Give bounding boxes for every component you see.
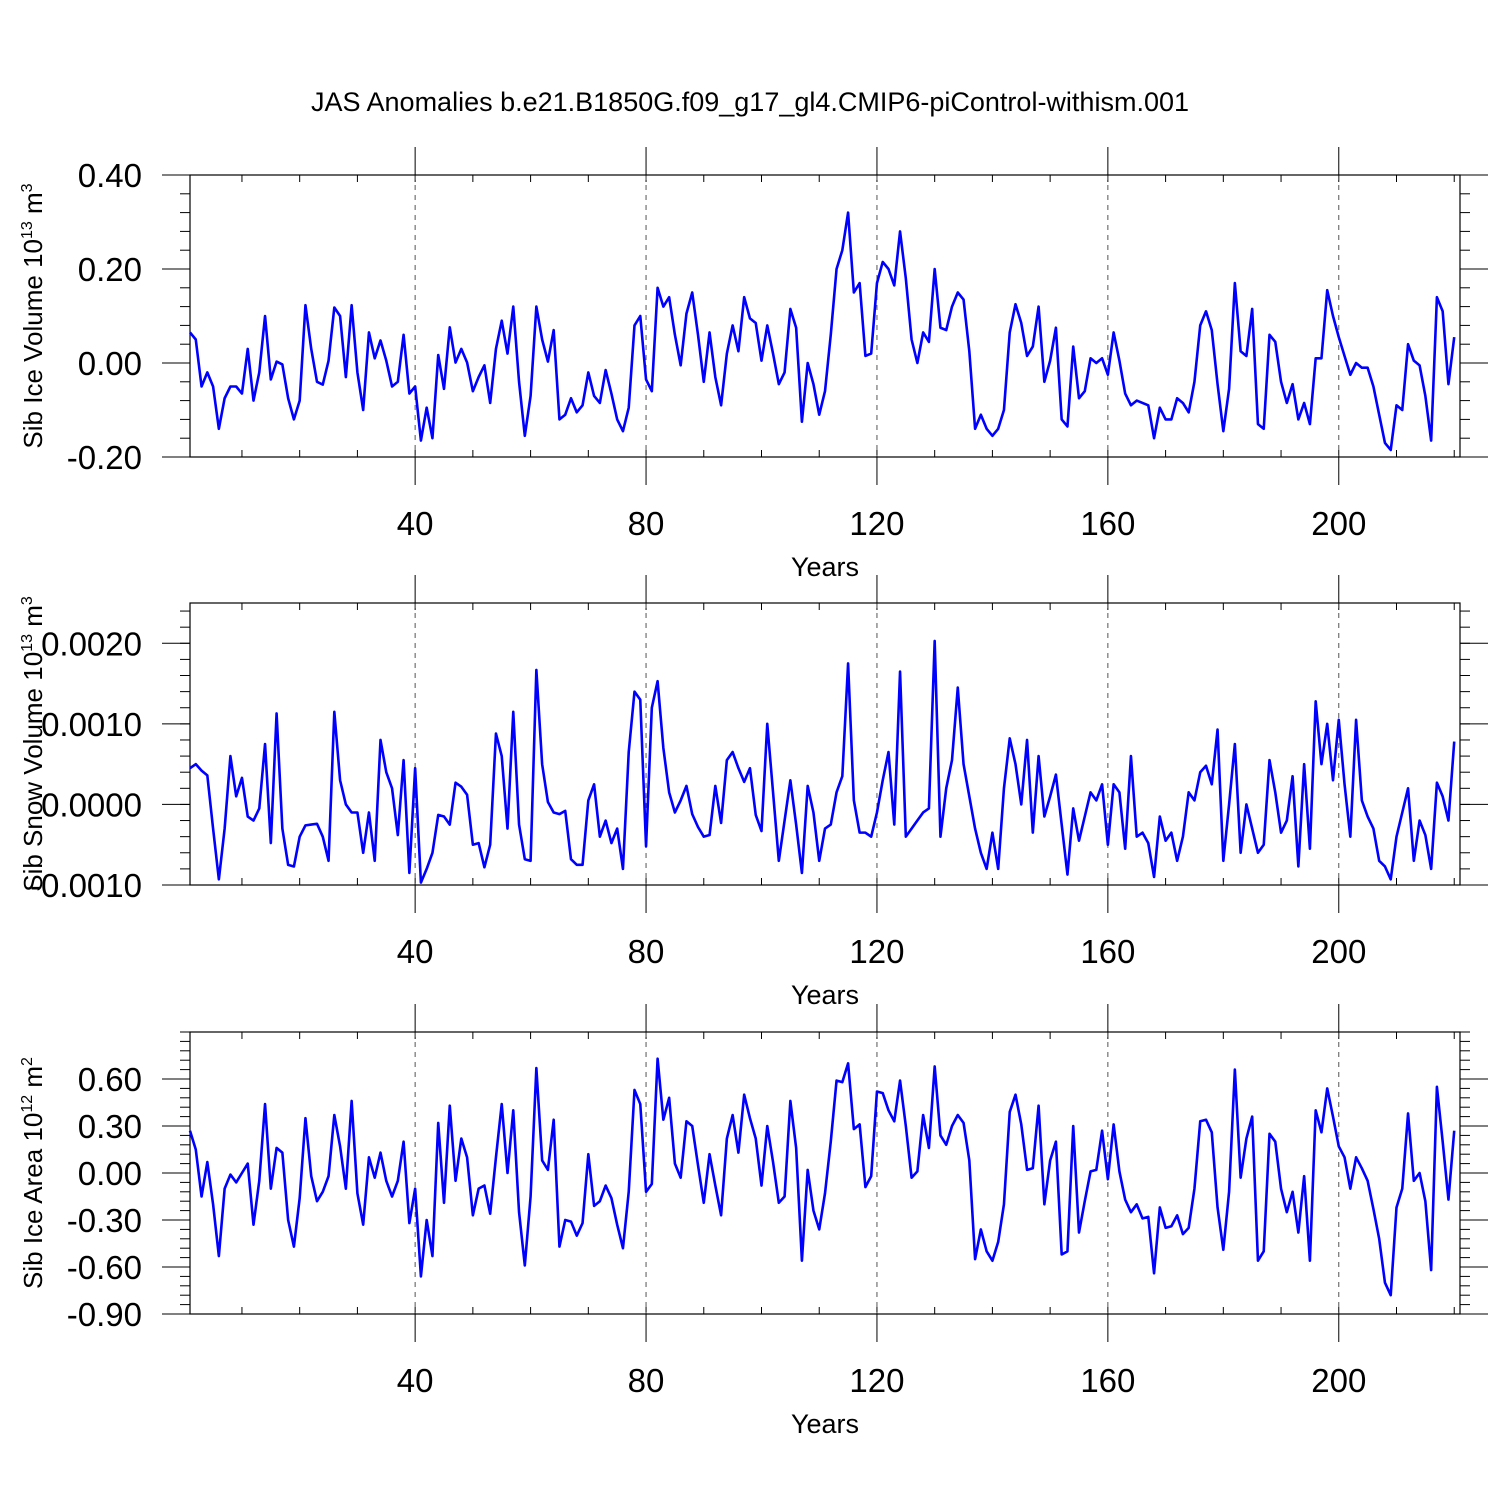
y-tick-label: -0.60 <box>67 1249 142 1286</box>
y-axis-label-text: m <box>18 1066 48 1095</box>
y-tick-label: 0.40 <box>78 157 142 194</box>
y-axis-label: Sib Snow Volume 1013 m3 <box>18 596 48 892</box>
y-tick-label: -0.90 <box>67 1296 142 1333</box>
y-axis-label-text: m <box>18 192 48 221</box>
ice-volume-panel: 40 80 120 160 200 -0.20 0.00 0.20 0.40 Years Sib I… <box>18 147 1488 582</box>
y-tick-label: 0.30 <box>78 1108 142 1145</box>
y-tick-label: 0.0020 <box>41 625 142 662</box>
plot-frame <box>189 174 1461 458</box>
x-tick-label: 80 <box>628 1362 665 1399</box>
x-tick-label: 200 <box>1311 505 1366 542</box>
x-tick-label: 40 <box>397 505 434 542</box>
y-tick-label: -0.30 <box>67 1202 142 1239</box>
x-tick-label: 40 <box>397 933 434 970</box>
y-axis-label-exponent: 12 <box>19 1095 36 1113</box>
x-tick-label: 160 <box>1080 933 1135 970</box>
y-axis-label-text: m <box>18 605 48 634</box>
y-axis-label-text: Sib Snow Volume 10 <box>18 652 48 892</box>
x-tick-label: 160 <box>1080 1362 1135 1399</box>
snow-volume-panel: 40 80 120 160 200 -0.0010 0.0000 0.0010 0.0020 Ye… <box>18 575 1488 1010</box>
y-tick-label: 0.0010 <box>41 706 142 743</box>
y-tick-label: 0.20 <box>78 251 142 288</box>
x-tick-label: 160 <box>1080 505 1135 542</box>
y-axis-label-exponent: 3 <box>19 183 36 192</box>
x-tick-label: 40 <box>397 1362 434 1399</box>
y-axis-label-exponent: 2 <box>19 1057 36 1066</box>
y-axis-label-exponent: 13 <box>19 221 36 239</box>
ice-area-panel: 40 80 120 160 200 -0.90 -0.60 -0.30 0.00 0.30 0.60… <box>18 1004 1488 1439</box>
x-tick-label: 120 <box>849 1362 904 1399</box>
series-line <box>188 211 1456 452</box>
y-tick-label: 0.00 <box>78 345 142 382</box>
x-tick-label: 200 <box>1311 933 1366 970</box>
x-tick-label: 120 <box>849 933 904 970</box>
x-tick-label: 80 <box>628 933 665 970</box>
y-axis-label: Sib Ice Area 1012 m2 <box>18 1057 48 1289</box>
y-axis-label: Sib Ice Volume 1013 m3 <box>18 183 48 448</box>
y-tick-label: 0.00 <box>78 1155 142 1192</box>
x-axis-label: Years <box>791 552 859 582</box>
plot-frame <box>189 1031 1461 1315</box>
panels: 40 80 120 160 200 -0.20 0.00 0.20 0.40 Years Sib I… <box>18 147 1488 1439</box>
y-axis-label-exponent: 13 <box>19 634 36 652</box>
series-line <box>188 1057 1456 1297</box>
plot-frame <box>189 602 1461 886</box>
y-axis-label-exponent: 3 <box>19 596 36 605</box>
x-tick-label: 80 <box>628 505 665 542</box>
y-tick-label: 0.60 <box>78 1061 142 1098</box>
chart-title: JAS Anomalies b.e21.B1850G.f09_g17_gl4.C… <box>311 87 1189 117</box>
y-tick-label: 0.0000 <box>41 786 142 823</box>
series-line <box>189 639 1456 884</box>
y-axis-label-text: Sib Ice Volume 10 <box>18 239 48 449</box>
y-axis-label-text: Sib Ice Area 10 <box>18 1113 48 1289</box>
x-tick-label: 120 <box>849 505 904 542</box>
x-tick-label: 200 <box>1311 1362 1366 1399</box>
y-tick-label: -0.0010 <box>30 867 142 904</box>
y-tick-label: -0.20 <box>67 439 142 476</box>
x-axis-label: Years <box>791 1409 859 1439</box>
x-axis-label: Years <box>791 980 859 1010</box>
